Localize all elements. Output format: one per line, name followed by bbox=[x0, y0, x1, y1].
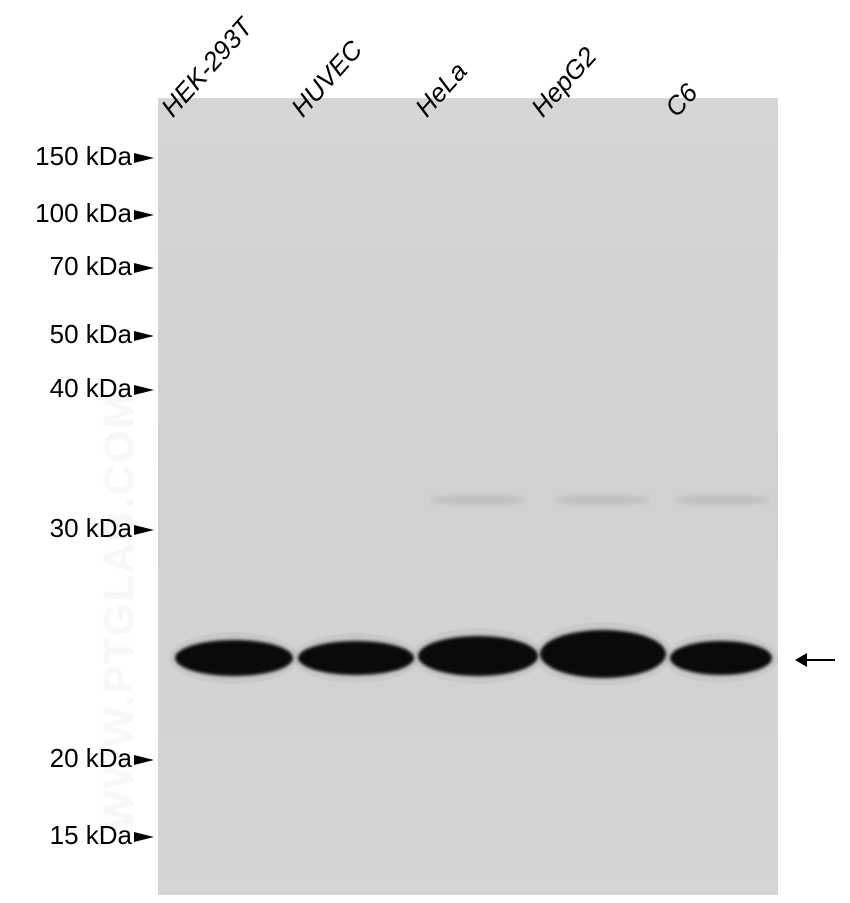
protein-band bbox=[670, 641, 772, 675]
mw-marker-arrow-icon bbox=[134, 153, 154, 163]
mw-marker-arrow-icon bbox=[134, 263, 154, 273]
mw-marker-label: 100 kDa bbox=[35, 198, 132, 229]
mw-marker-arrow-icon bbox=[134, 210, 154, 220]
faint-band bbox=[430, 495, 525, 505]
mw-marker-arrow-icon bbox=[134, 331, 154, 341]
mw-marker-label: 20 kDa bbox=[50, 743, 132, 774]
mw-marker-arrow-icon bbox=[134, 525, 154, 535]
band-indicator-arrow bbox=[795, 653, 835, 667]
mw-marker-arrow-icon bbox=[134, 385, 154, 395]
protein-band bbox=[298, 641, 414, 675]
faint-band bbox=[675, 495, 770, 505]
arrow-left-icon bbox=[795, 653, 835, 667]
protein-band bbox=[175, 640, 293, 676]
mw-marker-arrow-icon bbox=[134, 755, 154, 765]
mw-marker-label: 40 kDa bbox=[50, 373, 132, 404]
mw-marker-label: 15 kDa bbox=[50, 820, 132, 851]
mw-marker-label: 50 kDa bbox=[50, 319, 132, 350]
mw-marker-label: 30 kDa bbox=[50, 513, 132, 544]
protein-band bbox=[540, 630, 666, 678]
faint-band bbox=[555, 495, 650, 505]
mw-marker-arrow-icon bbox=[134, 832, 154, 842]
mw-marker-label: 150 kDa bbox=[35, 141, 132, 172]
protein-band bbox=[418, 636, 538, 676]
mw-marker-label: 70 kDa bbox=[50, 251, 132, 282]
western-blot-figure: WWW.PTGLAB.COM HEK-293THUVECHeLaHepG2C6 … bbox=[0, 0, 850, 903]
